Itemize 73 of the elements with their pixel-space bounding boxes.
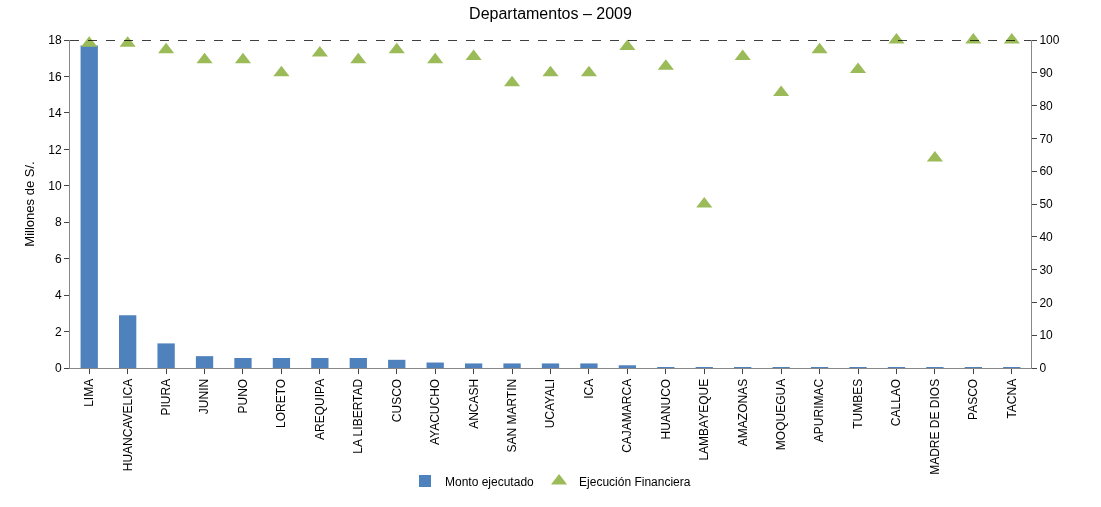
y-tick-label: 0 [54,361,62,376]
chart-title: Departamentos – 2009 [469,4,632,22]
bar [195,356,214,368]
legend-label: Monto ejecutado [445,474,535,489]
bar [541,363,560,368]
y2-tick-label: 60 [1039,164,1054,179]
x-tick-label: APURIMAC [812,378,827,443]
y2-tick-label: 40 [1039,230,1054,244]
y-tick-label: 2 [54,324,62,339]
bar [119,315,137,368]
x-tick-label: UCAYALI [543,378,558,429]
point [350,52,367,64]
x-tick-label: SAN MARTIN [504,378,519,453]
y-tick-label: 8 [54,215,62,230]
y2-tick-label: 100 [1039,33,1060,48]
point [196,52,213,64]
point [388,42,405,54]
x-tick-label: HUANCAVELICA [120,378,135,472]
x-tick-label: ANCASH [466,378,481,429]
x-tick-label: LIMA [82,378,97,407]
x-tick-label: CUSCO [389,378,404,423]
bar [580,363,598,368]
x-tick-label: PIURA [159,378,173,416]
bar [80,45,98,368]
x-tick-label: AREQUIPA [312,378,327,440]
bar [464,363,483,368]
x-tick-label: CAJAMARCA [620,378,635,453]
y-tick-label: 6 [54,251,62,266]
y2-tick-label: 20 [1039,295,1054,310]
x-tick-label: PASCO [966,378,981,420]
y-axis-title: Millones de S/. [22,161,37,247]
y-tick-label: 16 [48,69,62,84]
bar [388,359,406,368]
bar [157,343,175,368]
x-tick-label: ICA [581,378,596,399]
x-tick-label: JUNIN [197,378,212,415]
x-tick-label: MADRE DE DIOS [927,378,942,475]
y-tick-label: 10 [48,178,62,193]
x-tick-label: LORETO [274,378,289,428]
y-tick-label: 12 [48,142,62,157]
y2-tick-label: 10 [1039,328,1054,343]
x-tick-label: PUNO [235,378,250,414]
point [427,52,444,64]
x-tick-label: AMAZONAS [735,378,750,447]
x-tick-label: LAMBAYEQUE [697,378,712,461]
legend-label: Ejecución Financiera [579,474,691,489]
point [158,42,175,54]
y-tick-label: 14 [48,106,62,121]
bar [272,357,291,368]
point [811,42,828,54]
x-tick-label: MOQUEGUA [774,378,789,451]
bar [503,363,521,368]
x-tick-label: AYACUCHO [428,378,443,446]
point [273,65,290,77]
y-tick-label: 18 [48,33,62,48]
y2-tick-label: 50 [1039,197,1054,212]
x-tick-label: HUANUCO [658,378,673,440]
y2-tick-label: 90 [1039,66,1054,80]
bar [234,357,252,368]
y2-tick-label: 0 [1039,361,1047,376]
y2-tick-label: 70 [1039,131,1054,146]
x-tick-label: CALLAO [889,378,904,427]
bar [349,357,367,368]
bar [311,357,329,368]
bar [618,365,637,368]
y-tick-label: 4 [54,288,62,303]
y2-tick-label: 30 [1039,262,1054,277]
x-tick-label: TACNA [1004,378,1019,419]
point [619,39,636,51]
point [542,65,559,77]
x-tick-label: LA LIBERTAD [351,378,366,454]
x-tick-label: TUMBES [850,378,865,429]
y2-tick-label: 80 [1039,98,1054,113]
